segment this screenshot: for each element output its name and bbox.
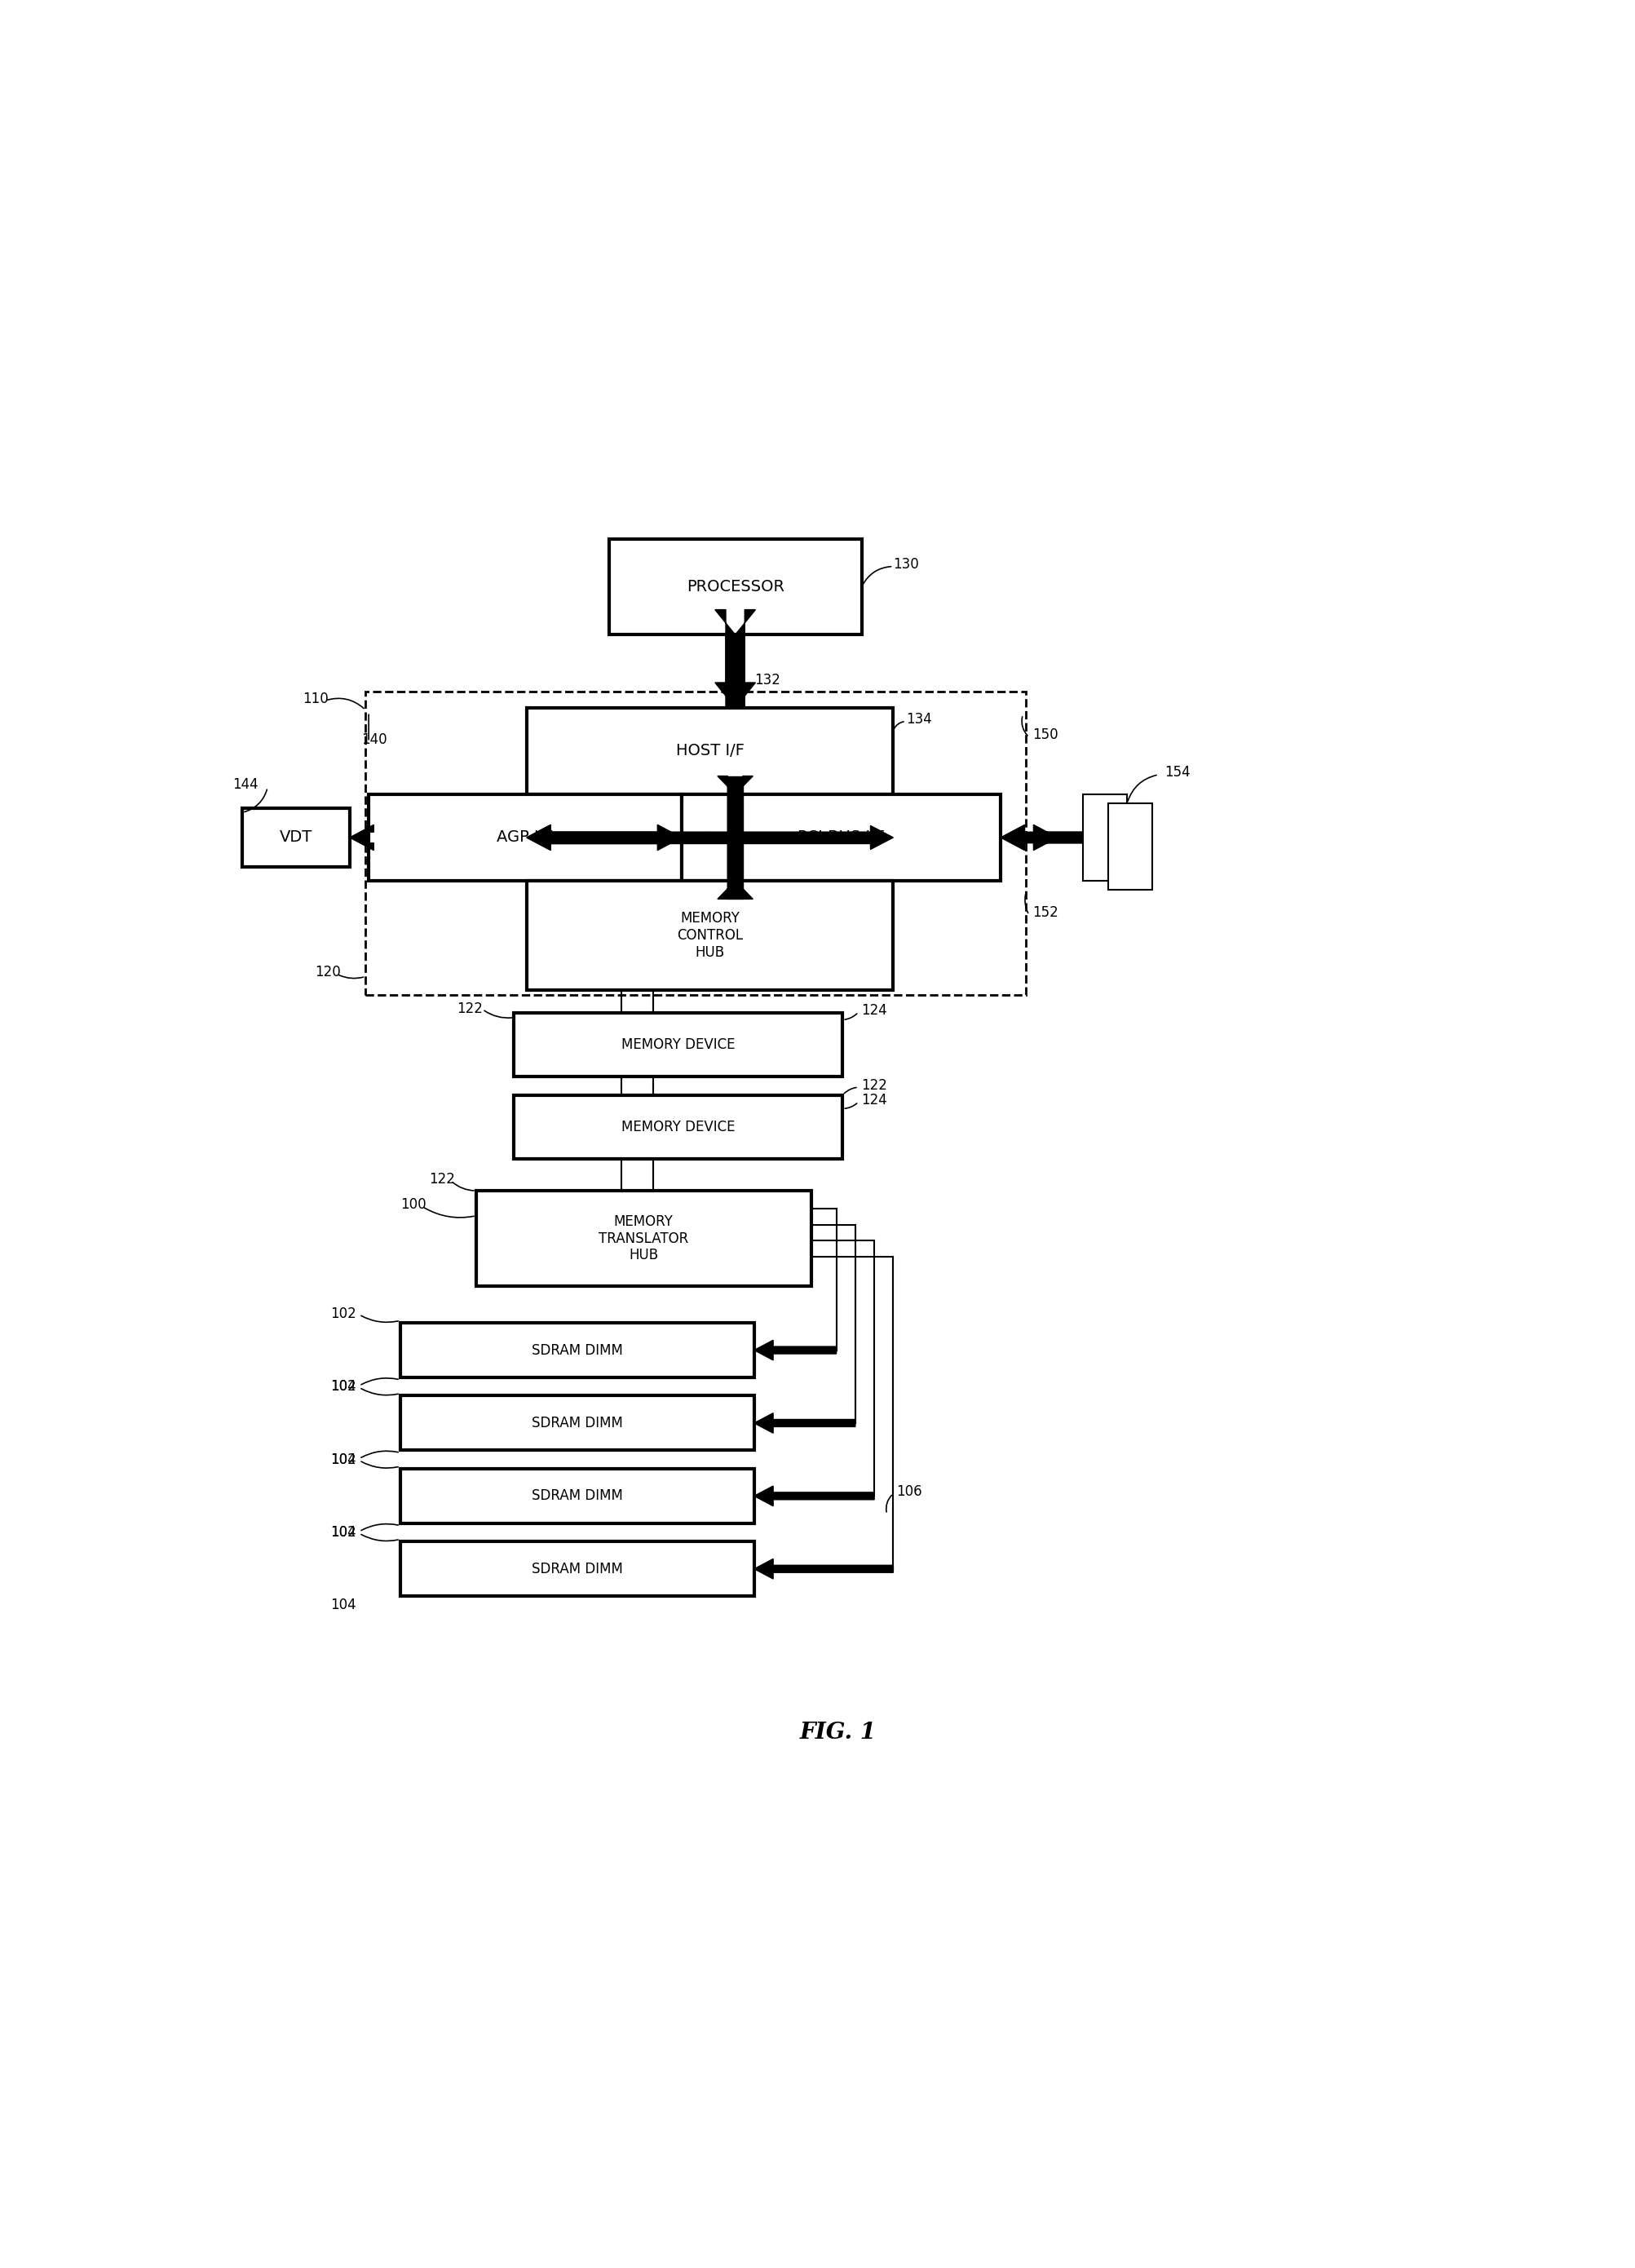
Text: 100: 100 [401,1198,427,1211]
Text: 122: 122 [458,1000,484,1016]
Text: AGP I/F: AGP I/F [497,830,553,846]
Text: SDRAM DIMM: SDRAM DIMM [531,1415,623,1431]
FancyBboxPatch shape [1082,794,1127,880]
Text: SDRAM DIMM: SDRAM DIMM [531,1563,623,1576]
Text: 150: 150 [1032,728,1058,742]
FancyBboxPatch shape [513,1014,842,1077]
Text: SDRAM DIMM: SDRAM DIMM [531,1488,623,1504]
Text: 120: 120 [316,964,340,980]
Polygon shape [1033,826,1082,850]
Text: 104: 104 [330,1599,356,1613]
FancyBboxPatch shape [242,807,350,866]
Polygon shape [754,1558,893,1579]
Text: 130: 130 [893,556,919,572]
Text: 102: 102 [330,1524,356,1540]
Text: 104: 104 [330,1452,356,1467]
FancyBboxPatch shape [401,1322,754,1377]
Polygon shape [603,826,682,850]
FancyBboxPatch shape [476,1191,811,1286]
Text: 134: 134 [906,712,932,726]
Text: MEMORY
TRANSLATOR
HUB: MEMORY TRANSLATOR HUB [598,1213,688,1263]
Text: HOST I/F: HOST I/F [675,744,744,760]
Polygon shape [728,776,742,898]
FancyBboxPatch shape [401,1395,754,1452]
Polygon shape [754,1486,875,1506]
Text: 110: 110 [302,692,329,705]
Text: 106: 106 [896,1483,922,1499]
Text: 124: 124 [862,1002,888,1018]
Text: PCI BUS I/F: PCI BUS I/F [798,830,885,846]
Text: FIG. 1: FIG. 1 [800,1721,876,1744]
Text: 104: 104 [330,1524,356,1540]
Polygon shape [1001,826,1082,850]
Text: 154: 154 [1166,764,1190,780]
Polygon shape [754,1340,837,1361]
Polygon shape [526,826,603,850]
Text: 102: 102 [330,1379,356,1395]
FancyBboxPatch shape [682,794,1001,880]
FancyBboxPatch shape [401,1542,754,1597]
Text: 144: 144 [232,778,258,792]
Text: 102: 102 [330,1306,356,1320]
Polygon shape [754,1413,855,1433]
Polygon shape [710,826,893,850]
Polygon shape [718,837,754,898]
Polygon shape [549,832,870,844]
Polygon shape [551,832,657,844]
FancyBboxPatch shape [513,1095,842,1159]
Polygon shape [714,635,755,708]
Text: MEMORY DEVICE: MEMORY DEVICE [621,1036,736,1052]
Text: 104: 104 [330,1379,356,1395]
Polygon shape [718,776,754,837]
FancyBboxPatch shape [1109,803,1153,889]
FancyBboxPatch shape [368,794,682,880]
Text: PROCESSOR: PROCESSOR [687,578,785,594]
Text: 122: 122 [862,1080,888,1093]
FancyBboxPatch shape [401,1470,754,1524]
Text: 102: 102 [330,1452,356,1467]
Polygon shape [714,610,755,708]
Text: MEMORY DEVICE: MEMORY DEVICE [621,1120,736,1134]
FancyBboxPatch shape [526,880,893,991]
Text: VDT: VDT [280,830,312,846]
Polygon shape [350,826,374,850]
FancyBboxPatch shape [526,708,893,794]
Text: 122: 122 [428,1173,455,1186]
Text: 140: 140 [361,733,387,746]
Text: 124: 124 [862,1093,888,1107]
Text: 152: 152 [1032,905,1058,921]
Text: SDRAM DIMM: SDRAM DIMM [531,1343,623,1359]
Polygon shape [526,826,710,850]
Text: MEMORY
CONTROL
HUB: MEMORY CONTROL HUB [677,912,742,959]
Text: 132: 132 [754,674,780,687]
FancyBboxPatch shape [608,540,862,635]
